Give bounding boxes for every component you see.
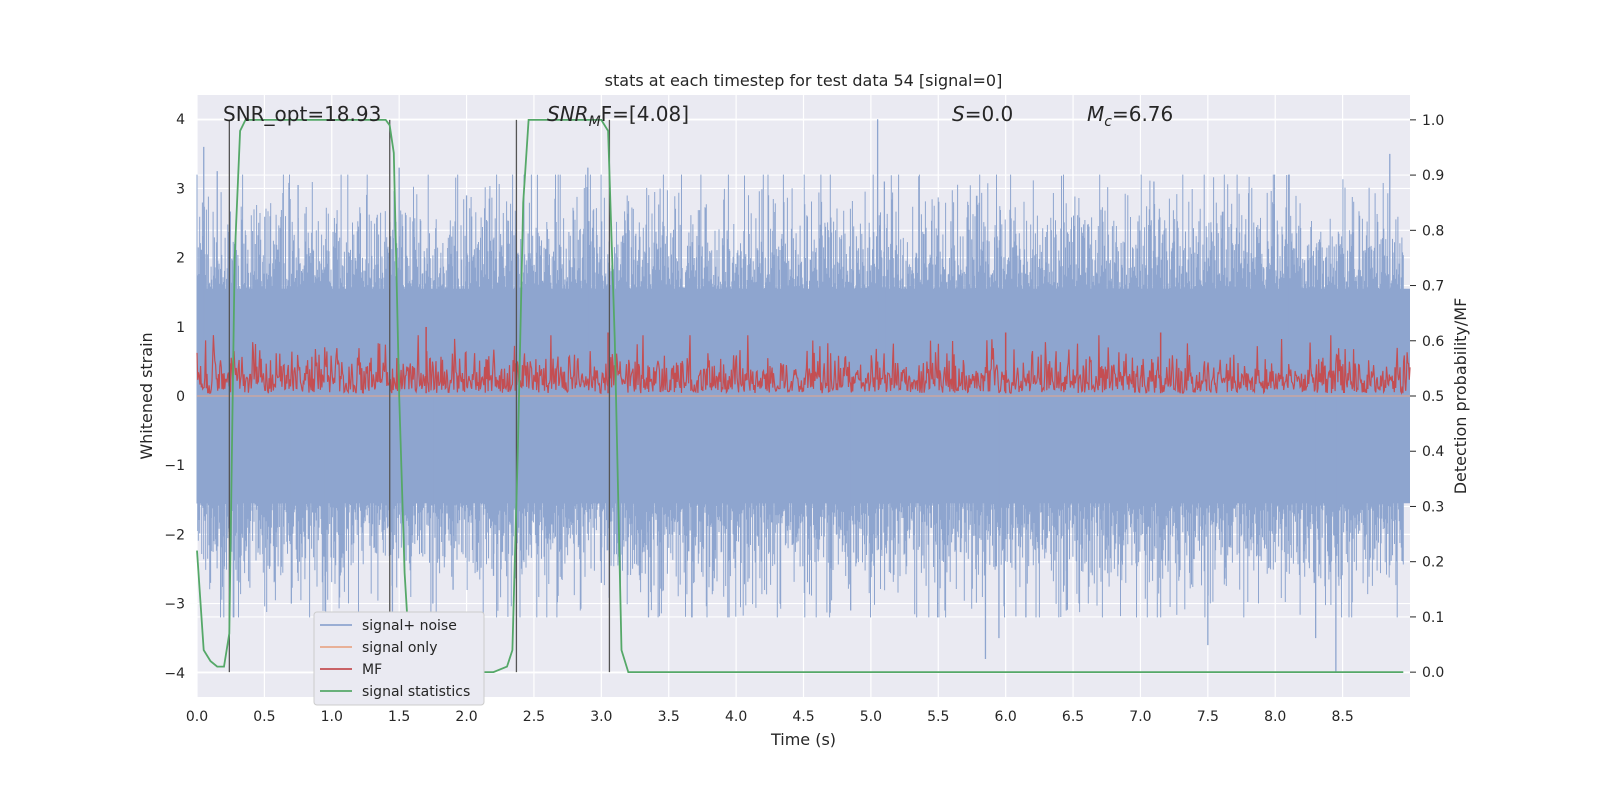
y-tick-label: −4 [164,666,185,682]
x-tick-label: 3.0 [590,709,612,725]
y2-tick-label: 0.3 [1422,499,1444,515]
x-axis-ticks: 0.0 0.5 1.0 1.5 2.0 2.5 3.0 3.5 4.0 4.5 5.0 5.5 6.0 6… [186,709,1354,725]
plot-area [196,95,1411,697]
annotation-s-value: S=0.0 [952,102,1013,126]
y2-tick-label: 0.0 [1422,665,1444,681]
legend: signal+ noise signal only MF signal statist… [313,611,485,706]
y2-axis-label: Detection probability/MF [1451,298,1470,495]
x-tick-label: 0.0 [186,709,208,725]
y-tick-label: 3 [176,181,185,197]
legend-box [313,611,485,706]
y-tick-label: 4 [176,112,185,128]
annotation-mc-value: Mc=6.76 [1087,102,1173,130]
x-tick-label: 1.0 [321,709,343,725]
y-tick-label: −1 [164,458,185,474]
x-tick-label: 7.0 [1129,709,1151,725]
x-tick-label: 4.5 [792,709,814,725]
x-tick-label: 6.0 [995,709,1017,725]
y-tick-label: 2 [176,251,185,267]
legend-label: MF [362,662,382,678]
annotation-snr-opt: SNR_opt=18.93 [223,102,381,126]
y-tick-label: 0 [176,389,185,405]
y-tick-label: 1 [176,320,185,336]
x-tick-label: 1.5 [388,709,410,725]
x-tick-label: 2.5 [523,709,545,725]
x-tick-label: 6.5 [1062,709,1084,725]
y-axis-label: Whitened strain [137,332,156,459]
x-tick-label: 4.0 [725,709,747,725]
x-tick-label: 7.5 [1197,709,1219,725]
y2-tick-label: 0.9 [1422,168,1444,184]
x-tick-label: 8.5 [1331,709,1353,725]
y2-tick-label: 0.2 [1422,555,1444,571]
x-tick-label: 3.5 [658,709,680,725]
y2-tick-label: 0.1 [1422,610,1444,626]
y2-axis-ticks: 0.0 0.1 0.2 0.3 0.4 0.5 0.6 0.7 0.8 0.9 1.0 [1410,113,1444,681]
y2-tick-label: 0.7 [1422,279,1444,295]
y2-tick-label: 0.5 [1422,389,1444,405]
x-axis-label: Time (s) [770,730,836,749]
y-axis-ticks: −4 −3 −2 −1 0 1 2 3 4 [164,112,185,682]
y2-tick-label: 0.6 [1422,334,1444,350]
annotation-snr-mf: SNRMF=[4.08] [547,102,689,130]
y2-tick-label: 0.8 [1422,223,1444,239]
chart-title: stats at each timestep for test data 54 … [605,71,1003,90]
y2-tick-label: 1.0 [1422,113,1444,129]
y-tick-label: −2 [164,527,185,543]
x-tick-label: 2.0 [455,709,477,725]
x-tick-label: 0.5 [253,709,275,725]
x-tick-label: 5.0 [860,709,882,725]
y-tick-label: −3 [164,597,185,613]
legend-label: signal statistics [362,684,470,700]
x-tick-label: 8.0 [1264,709,1286,725]
x-tick-label: 5.5 [927,709,949,725]
legend-label: signal only [362,640,437,656]
legend-label: signal+ noise [362,618,457,634]
y2-tick-label: 0.4 [1422,444,1444,460]
